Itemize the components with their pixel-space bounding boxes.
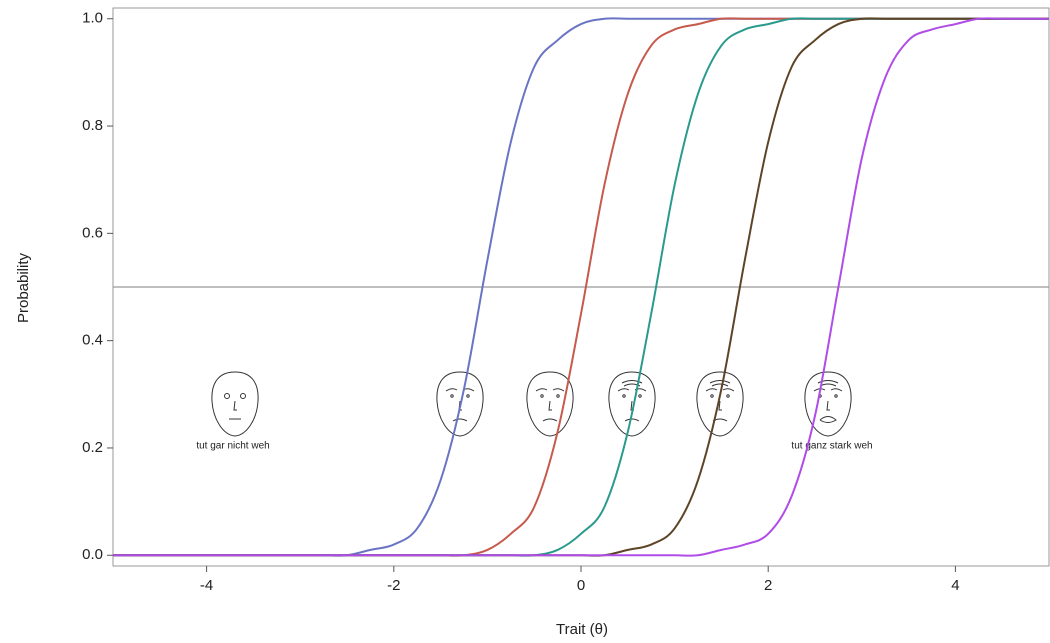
annotation: tut ganz stark weh — [791, 441, 872, 452]
face-eye — [835, 395, 837, 397]
face-eye — [711, 395, 713, 397]
face-nose — [827, 401, 830, 410]
face-eye — [623, 395, 625, 397]
chart: Trait (θ) Probability 0.0 0.2 0.4 0.6 0.8 1.0… — [0, 0, 1050, 643]
face-brow — [618, 389, 646, 391]
x-tick-label: 2 — [764, 577, 772, 594]
face-icon — [609, 372, 655, 436]
face-eye — [467, 395, 469, 397]
annotation: tut gar nicht weh — [196, 441, 269, 452]
face-mouth — [820, 417, 836, 423]
face-brow — [446, 389, 474, 391]
y-tick-label: 0.8 — [82, 117, 103, 134]
x-tick-label: -4 — [200, 577, 213, 594]
x-tick-label: -2 — [387, 577, 400, 594]
face-brow — [536, 389, 564, 391]
x-tick-label: 0 — [577, 577, 585, 594]
face-eye — [727, 395, 729, 397]
face-eye — [541, 395, 543, 397]
face-icon — [527, 372, 573, 436]
y-tick-label: 0.6 — [82, 224, 103, 241]
y-tick-label: 0.0 — [82, 546, 103, 563]
y-tick-label: 0.2 — [82, 439, 103, 456]
face-nose — [234, 401, 237, 410]
x-tick-label: 4 — [951, 577, 959, 594]
face-wrinkle — [710, 381, 730, 387]
y-tick-label: 0.4 — [82, 332, 103, 349]
y-axis-label: Probability — [15, 252, 32, 323]
face-eye — [639, 395, 641, 397]
face-brow — [814, 389, 842, 391]
face-eye — [225, 394, 230, 399]
face-icon — [212, 372, 258, 436]
face-mouth — [543, 419, 557, 421]
face-eye — [241, 394, 246, 399]
y-tick-label: 1.0 — [82, 10, 103, 27]
face-icon — [697, 372, 743, 436]
face-mouth — [453, 419, 467, 421]
x-axis-label: Trait (θ) — [556, 621, 608, 638]
face-nose — [549, 401, 552, 410]
face-mouth — [625, 419, 639, 421]
face-brow — [706, 389, 734, 391]
face-eye — [451, 395, 453, 397]
face-eye — [557, 395, 559, 397]
